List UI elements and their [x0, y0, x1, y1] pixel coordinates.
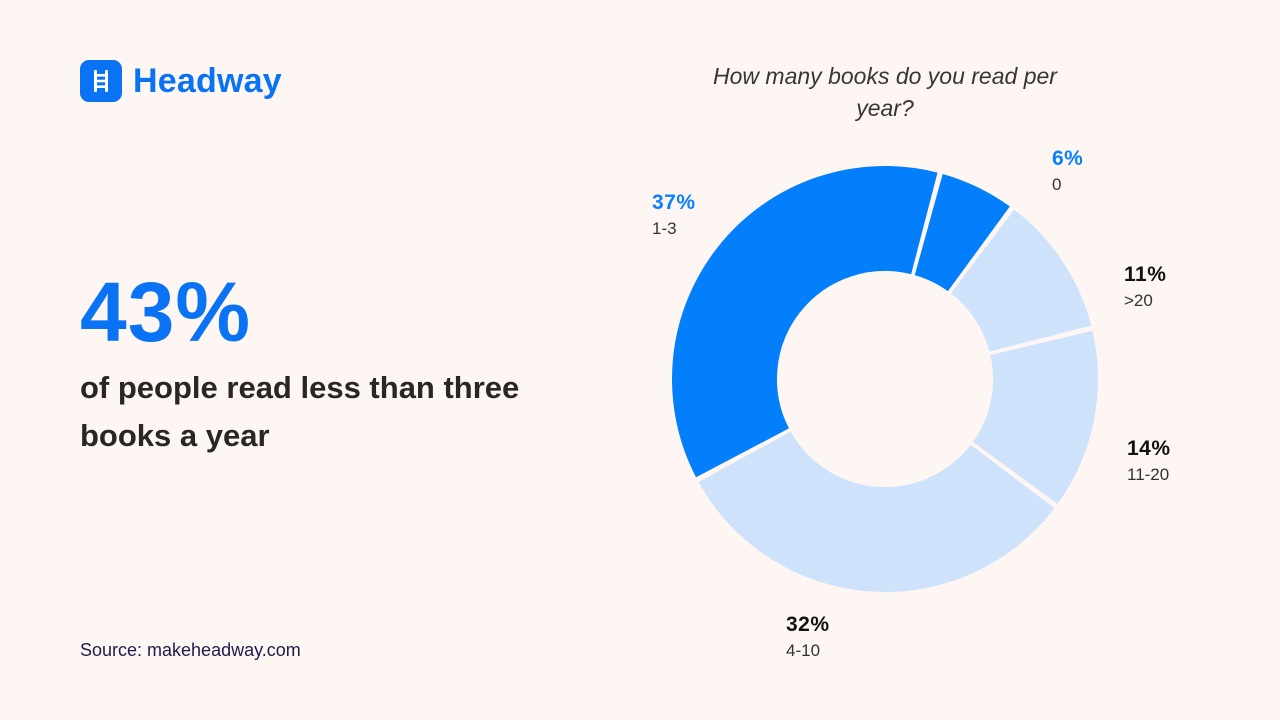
donut-slice-0	[912, 171, 1013, 294]
brand-name: Headway	[133, 61, 282, 100]
slice-label: 37% 1-3	[652, 190, 696, 242]
slice-label: 11% >20	[1124, 262, 1166, 314]
headline-stat: 43%	[80, 265, 252, 359]
donut-slice-11-20	[970, 328, 1100, 507]
chart-title: How many books do you read per year?	[713, 63, 1057, 121]
headline-text: of people read less than three books a y…	[80, 370, 520, 453]
slice-category-label: 0	[1052, 175, 1062, 194]
slice-value-label: 6%	[1052, 147, 1084, 170]
slice-value-label: 11%	[1124, 263, 1167, 286]
slice-value-label: 37%	[652, 191, 696, 214]
slice-value-label: 32%	[786, 613, 830, 636]
donut-slice-1-3	[670, 164, 940, 480]
slice-category-label: 4-10	[786, 641, 821, 660]
slice-value-label: 14%	[1127, 437, 1171, 460]
brand-logo: Headway	[80, 60, 282, 102]
ladder-icon	[80, 60, 122, 102]
source-note: Source: makeheadway.com	[80, 640, 301, 660]
slice-label: 32% 4-10	[786, 612, 830, 664]
slice-label: 6% 0	[1052, 146, 1083, 198]
donut-slice-4-10	[696, 429, 1057, 594]
slice-category-label: 11-20	[1127, 465, 1170, 484]
slice-category-label: 1-3	[652, 219, 677, 238]
slice-label: 14% 11-20	[1127, 436, 1171, 488]
slice-category-label: >20	[1124, 291, 1153, 310]
donut-slice-20	[948, 207, 1094, 354]
